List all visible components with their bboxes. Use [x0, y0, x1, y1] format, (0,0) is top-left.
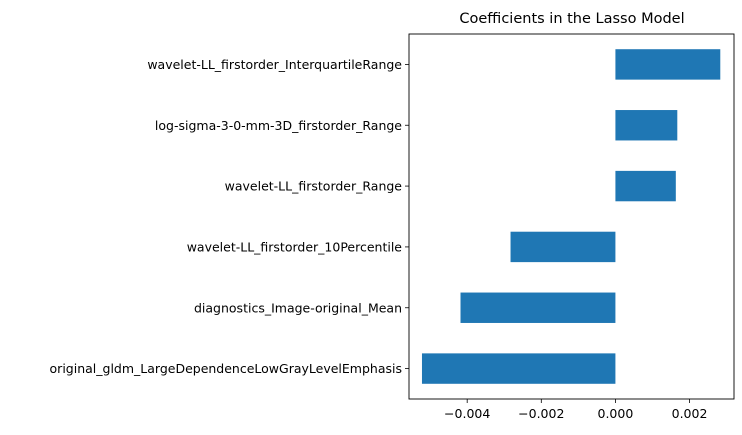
bar	[615, 110, 678, 141]
y-tick-label: log-sigma-3-0-mm-3D_firstorder_Range	[155, 118, 402, 133]
x-tick-label: 0.000	[598, 406, 634, 421]
y-tick-label: wavelet-LL_firstorder_Range	[225, 179, 403, 194]
bar	[460, 292, 616, 323]
axes-frame	[408, 33, 735, 400]
y-tick-label: wavelet-LL_firstorder_10Percentile	[187, 239, 403, 254]
x-tick-label: −0.002	[518, 406, 564, 421]
y-tick-label: wavelet-LL_firstorder_InterquartileRange	[147, 57, 402, 72]
bar	[615, 170, 676, 202]
x-tick-label: −0.004	[444, 406, 490, 421]
y-tick-label: diagnostics_Image-original_Mean	[194, 300, 402, 315]
bar	[510, 231, 616, 263]
y-tick-label: original_gldm_LargeDependenceLowGrayLeve…	[50, 361, 402, 376]
bar	[615, 49, 721, 80]
bar	[421, 353, 616, 384]
plot-area: original_gldm_LargeDependenceLowGrayLeve…	[50, 33, 735, 421]
chart-title: Coefficients in the Lasso Model	[459, 11, 684, 27]
x-tick-label: 0.002	[672, 406, 708, 421]
